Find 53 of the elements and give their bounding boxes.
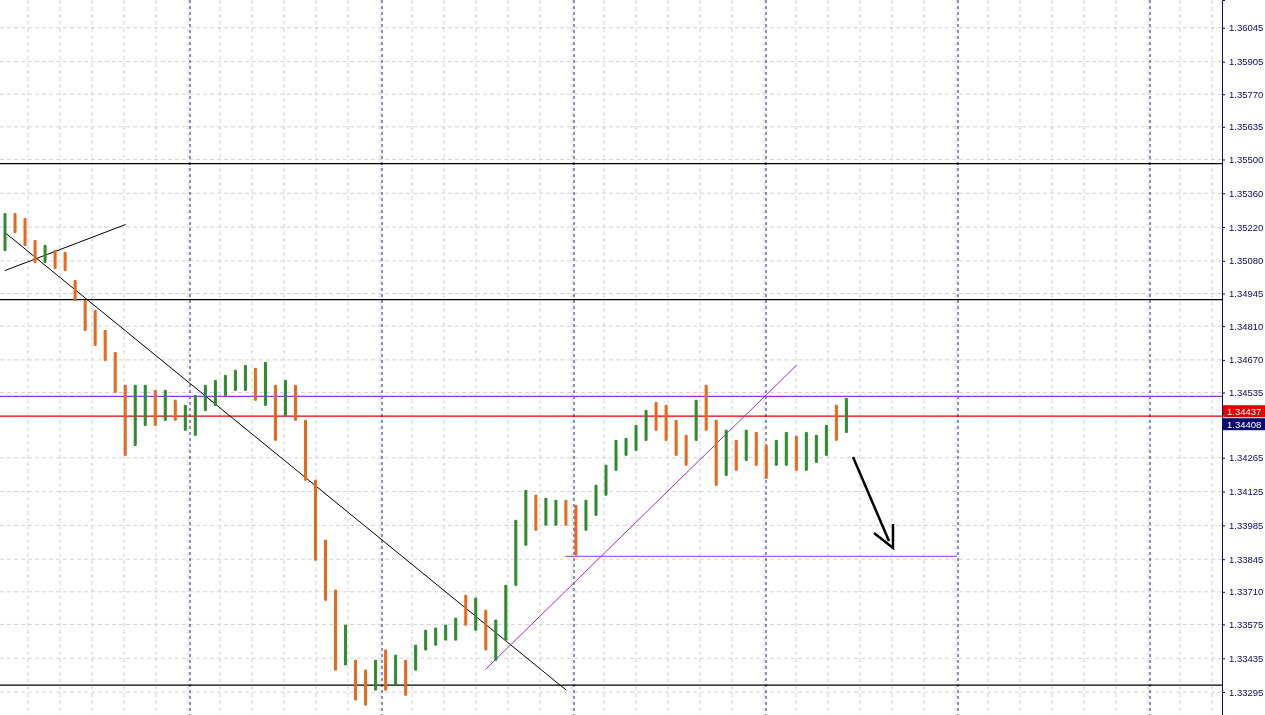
y-tick-label: 1.35080 (1229, 255, 1264, 267)
ref-line-label: 1.34437 (1227, 405, 1262, 417)
candlestick (564, 499, 568, 526)
candlestick (584, 499, 588, 531)
candlestick (434, 627, 438, 646)
y-tick-label: 1.35500 (1229, 153, 1264, 165)
y-tick-label: 1.34810 (1229, 320, 1264, 332)
y-tick-label: 1.35905 (1229, 56, 1264, 68)
candlestick (33, 240, 37, 264)
y-tick-label: 1.33845 (1229, 553, 1264, 565)
candlestick (23, 218, 27, 246)
y-tick-label: 1.34535 (1229, 387, 1264, 399)
y-tick-label: 1.34670 (1229, 354, 1264, 366)
candlestick (83, 299, 87, 331)
candlestick (594, 484, 598, 516)
candlestick (53, 249, 57, 269)
y-tick-label: 1.35220 (1229, 221, 1264, 233)
candlestick (604, 464, 608, 496)
candlestick (3, 213, 7, 251)
y-tick-label: 1.33710 (1229, 586, 1264, 598)
y-tick-label: 1.34265 (1229, 452, 1264, 464)
y-tick-label: 1.35770 (1229, 88, 1264, 100)
candlestick (63, 251, 67, 272)
candlestick (654, 401, 658, 431)
y-tick-label: 1.35360 (1229, 187, 1264, 199)
y-tick-label: 1.34125 (1229, 486, 1264, 498)
candlestick (544, 497, 548, 526)
y-tick-label: 1.36045 (1229, 22, 1264, 34)
candlestick (614, 439, 618, 471)
candlestick (634, 424, 638, 451)
candlestick (454, 617, 458, 641)
text: 1.34408 (1227, 418, 1262, 430)
candlestick (13, 213, 17, 234)
candlestick (73, 279, 77, 301)
candlestick (574, 504, 578, 556)
candlestick (534, 494, 538, 531)
candlestick (644, 409, 648, 441)
candlestick (674, 419, 678, 456)
candlestick (554, 499, 558, 526)
y-tick-label: 1.33575 (1229, 618, 1264, 630)
y-tick-label: 1.33985 (1229, 519, 1264, 531)
candlestick (664, 404, 668, 441)
candlestick (43, 244, 47, 264)
candlestick (524, 489, 528, 546)
y-tick-label: 1.33295 (1229, 686, 1264, 698)
y-tick-label: 1.35635 (1229, 121, 1264, 133)
candlestick (694, 399, 698, 441)
candlestick (624, 437, 628, 456)
candlestick (394, 654, 398, 686)
candlestick (444, 624, 448, 641)
y-tick-label: 1.33435 (1229, 652, 1264, 664)
candlestick (684, 434, 688, 466)
y-tick-label: 1.34945 (1229, 288, 1264, 300)
